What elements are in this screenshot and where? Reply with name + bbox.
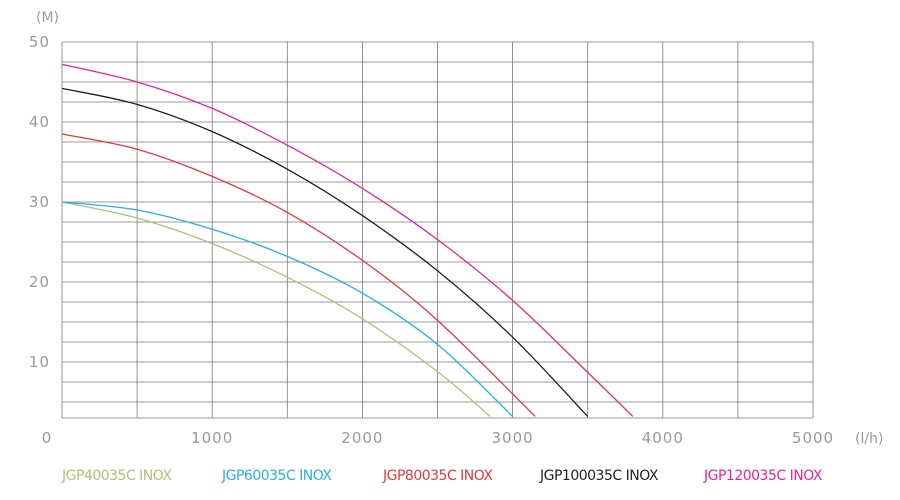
y-axis-unit: (M)	[36, 10, 59, 26]
series-line-2	[61, 201, 514, 417]
x-tick-label: 4000	[642, 429, 684, 447]
x-tick-label: 2000	[341, 429, 383, 447]
series-line-5	[61, 63, 634, 417]
y-tick-label: 40	[29, 113, 50, 131]
legend: JGP40035C INOX JGP60035C INOX JGP80035C IN…	[61, 468, 823, 484]
y-tick-label: 50	[29, 33, 50, 51]
series-line-4	[61, 87, 589, 417]
legend-entry: JGP60035C INOX	[221, 468, 332, 484]
x-axis-unit: (l/h)	[855, 431, 883, 447]
series-line-3	[61, 133, 536, 417]
performance-curves	[61, 63, 634, 417]
grid	[61, 41, 814, 419]
legend-entry: JGP40035C INOX	[61, 468, 172, 484]
legend-entry: JGP120035C INOX	[703, 468, 823, 484]
series-line-1	[61, 201, 491, 417]
legend-entry: JGP100035C INOX	[539, 468, 659, 484]
y-tick-label: 10	[29, 353, 50, 371]
y-tick-label: 30	[29, 193, 50, 211]
x-tick-label: 3000	[492, 429, 534, 447]
x-tick-label: 1000	[191, 429, 233, 447]
legend-entry: JGP80035C INOX	[382, 468, 493, 484]
tick-labels: 10 20 30 40 50 0 1000 2000 3000 4000 5000	[29, 33, 834, 447]
y-tick-label: 20	[29, 273, 50, 291]
x-tick-label: 0	[42, 429, 53, 447]
x-tick-label: 5000	[792, 429, 834, 447]
